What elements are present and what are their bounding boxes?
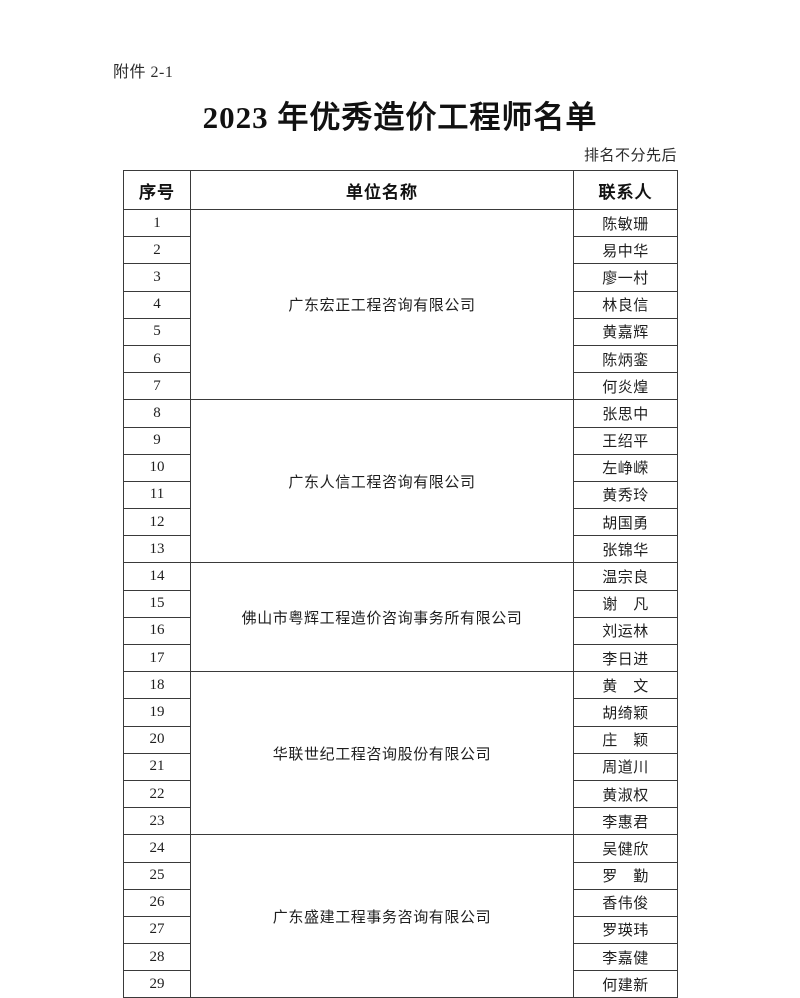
table-row: 3 廖一村 <box>123 263 678 292</box>
organization-cell: 广东宏正工程咨询有限公司 <box>190 208 574 401</box>
row-index-cell: 13 <box>123 535 191 564</box>
contact-cell: 李惠君 <box>573 807 678 836</box>
row-index-cell: 7 <box>123 372 191 401</box>
contact-cell: 何建新 <box>573 970 678 998</box>
contact-cell: 李嘉健 <box>573 943 678 972</box>
contact-cell: 谢 凡 <box>573 589 678 618</box>
table-row: 9 王绍平 <box>123 426 678 455</box>
contact-cell: 罗 勤 <box>573 861 678 890</box>
contact-cell: 张思中 <box>573 399 678 428</box>
contact-cell: 廖一村 <box>573 263 678 292</box>
table-row: 22 黄淑权 <box>123 779 678 809</box>
ranking-note: 排名不分先后 <box>583 148 677 164</box>
row-index-cell: 9 <box>123 426 191 455</box>
table-row: 8 广东人信工程咨询有限公司 张思中 <box>123 399 678 564</box>
attachment-label: 附件 2-1 <box>113 64 174 81</box>
contact-cell: 吴健欣 <box>573 834 678 863</box>
contact-cell: 黄秀玲 <box>573 480 678 510</box>
contact-cell: 陈敏珊 <box>573 208 678 238</box>
row-index-cell: 12 <box>123 508 191 537</box>
row-index-cell: 21 <box>123 752 191 781</box>
contact-cell: 李日进 <box>573 643 678 673</box>
contact-cell: 刘运林 <box>573 616 678 646</box>
contact-cell: 王绍平 <box>573 426 678 455</box>
row-index-cell: 6 <box>123 344 191 374</box>
contact-cell: 胡绮颖 <box>573 698 678 727</box>
contact-cell: 林良信 <box>573 290 678 319</box>
page-title: 2023 年优秀造价工程师名单 <box>202 100 598 135</box>
row-index-cell: 15 <box>123 589 191 618</box>
table-row: 24 广东盛建工程事务咨询有限公司 吴健欣 <box>123 834 678 998</box>
contact-cell: 张锦华 <box>573 535 678 564</box>
contact-cell: 香伟俊 <box>573 888 678 917</box>
row-index-cell: 29 <box>123 970 191 998</box>
table-row: 26 香伟俊 <box>123 888 678 917</box>
row-index-cell: 19 <box>123 698 191 727</box>
row-index-cell: 5 <box>123 317 191 346</box>
row-index-cell: 8 <box>123 399 191 428</box>
row-index-cell: 26 <box>123 888 191 917</box>
table-row: 16 刘运林 <box>123 616 678 646</box>
contact-cell: 黄 文 <box>573 671 678 700</box>
contact-cell: 何炎煌 <box>573 372 678 401</box>
row-index-cell: 22 <box>123 779 191 809</box>
organization-cell: 广东人信工程咨询有限公司 <box>190 399 574 564</box>
table-row: 18 华联世纪工程咨询股份有限公司黄 文 <box>123 671 678 836</box>
organization-cell: 佛山市粤辉工程造价咨询事务所有限公司 <box>190 562 574 673</box>
document-page: 附件 2-1 2023 年优秀造价工程师名单 排名不分先后 序号 单位名称 联系… <box>113 64 678 998</box>
table-header-row: 序号 单位名称 联系人 <box>123 170 678 210</box>
roster-table: 序号 单位名称 联系人 1 广东宏正工程咨询有限公司 陈敏珊 2 易中华 3 廖一村 4 林良信… <box>123 170 678 998</box>
row-index-cell: 1 <box>123 208 191 238</box>
table-row: 20 庄 颖 <box>123 725 678 754</box>
table-row: 6 陈炳銮 <box>123 344 678 374</box>
table-body: 1 广东宏正工程咨询有限公司 陈敏珊 2 易中华 3 廖一村 4 林良信 5 黄嘉辉 6 陈炳銮 7 何炎煌… <box>123 208 678 998</box>
row-index-cell: 27 <box>123 915 191 945</box>
contact-cell: 周道川 <box>573 752 678 781</box>
contact-cell: 胡国勇 <box>573 508 678 537</box>
contact-cell: 温宗良 <box>573 562 678 591</box>
row-index-cell: 2 <box>123 236 191 265</box>
row-index-cell: 4 <box>123 290 191 319</box>
table-row: 25 罗 勤 <box>123 861 678 890</box>
row-index-cell: 20 <box>123 725 191 754</box>
row-index-cell: 16 <box>123 616 191 646</box>
contact-cell: 左峥嵘 <box>573 453 678 482</box>
table-row: 10 左峥嵘 <box>123 453 678 482</box>
row-index-cell: 17 <box>123 643 191 673</box>
row-index-cell: 14 <box>123 562 191 591</box>
contact-cell: 陈炳銮 <box>573 344 678 374</box>
organization-cell: 广东盛建工程事务咨询有限公司 <box>190 834 574 998</box>
row-index-cell: 23 <box>123 807 191 836</box>
column-header-organization: 单位名称 <box>190 170 574 210</box>
roster-table-container: 序号 单位名称 联系人 1 广东宏正工程咨询有限公司 陈敏珊 2 易中华 3 廖一村 4 林良信… <box>123 170 678 998</box>
table-row: 12 胡国勇 <box>123 508 678 537</box>
column-header-contact: 联系人 <box>573 170 678 210</box>
table-row: 2 易中华 <box>123 236 678 265</box>
table-row: 23 李惠君 <box>123 807 678 836</box>
row-index-cell: 25 <box>123 861 191 890</box>
table-row: 13 张锦华 <box>123 535 678 564</box>
table-row: 21 周道川 <box>123 752 678 781</box>
row-index-cell: 18 <box>123 671 191 700</box>
table-row: 1 广东宏正工程咨询有限公司 陈敏珊 <box>123 208 678 401</box>
table-row: 27 罗瑛玮 <box>123 915 678 945</box>
contact-cell: 易中华 <box>573 236 678 265</box>
table-row: 19 胡绮颖 <box>123 698 678 727</box>
column-header-index: 序号 <box>123 170 191 210</box>
row-index-cell: 28 <box>123 943 191 972</box>
contact-cell: 黄嘉辉 <box>573 317 678 346</box>
row-index-cell: 3 <box>123 263 191 292</box>
table-row: 15 谢 凡 <box>123 589 678 618</box>
row-index-cell: 11 <box>123 480 191 510</box>
organization-cell: 华联世纪工程咨询股份有限公司 <box>190 671 574 836</box>
row-index-cell: 24 <box>123 834 191 863</box>
table-row: 14 佛山市粤辉工程造价咨询事务所有限公司 温宗良 <box>123 562 678 673</box>
table-row: 17 李日进 <box>123 643 678 673</box>
row-index-cell: 10 <box>123 453 191 482</box>
contact-cell: 罗瑛玮 <box>573 915 678 945</box>
table-row: 5 黄嘉辉 <box>123 317 678 346</box>
contact-cell: 庄 颖 <box>573 725 678 754</box>
table-header: 序号 单位名称 联系人 <box>123 170 678 210</box>
contact-cell: 黄淑权 <box>573 779 678 809</box>
